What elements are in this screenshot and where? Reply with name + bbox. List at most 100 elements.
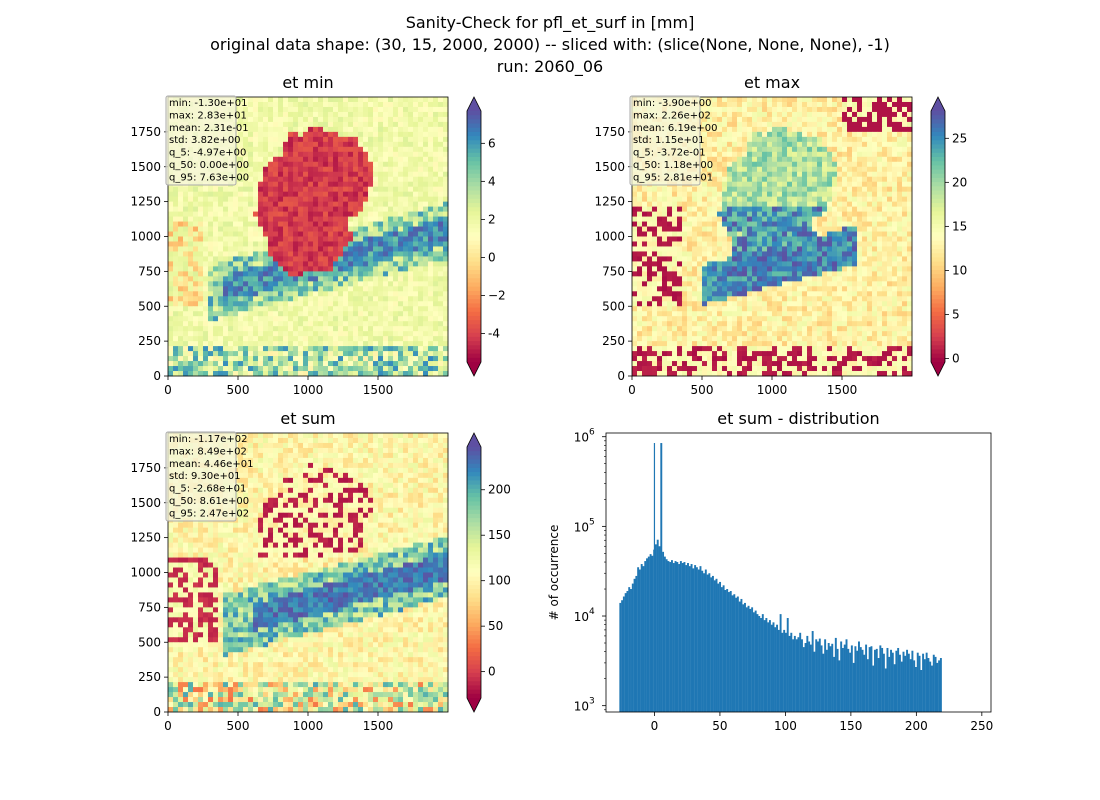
heatmap-cell bbox=[198, 186, 204, 193]
heatmap-cell bbox=[323, 326, 329, 332]
heatmap-cell bbox=[742, 156, 748, 163]
heatmap-cell bbox=[318, 326, 324, 332]
heatmap-cell bbox=[837, 226, 843, 232]
heatmap-cell bbox=[238, 281, 244, 287]
heatmap-cell bbox=[428, 186, 434, 193]
heatmap-cell bbox=[323, 161, 329, 168]
heatmap-cell bbox=[323, 266, 329, 272]
heatmap-cell bbox=[383, 301, 389, 307]
heatmap-cell bbox=[358, 341, 364, 347]
heatmap-cell bbox=[193, 206, 199, 212]
heatmap-cell bbox=[313, 206, 319, 212]
heatmap-cell bbox=[702, 166, 708, 173]
heatmap-cell bbox=[323, 311, 329, 317]
heatmap-cell bbox=[782, 181, 788, 188]
heatmap-cell bbox=[832, 176, 838, 183]
heatmap-cell bbox=[413, 241, 419, 247]
heatmap-cell bbox=[892, 226, 898, 232]
heatmap-cell bbox=[772, 181, 778, 188]
heatmap-cell bbox=[248, 371, 254, 377]
heatmap-cell bbox=[178, 191, 184, 198]
heatmap-cell bbox=[897, 201, 903, 208]
heatmap-cell bbox=[253, 236, 259, 242]
heatmap-cell bbox=[443, 121, 449, 128]
heatmap-cell bbox=[857, 236, 863, 242]
heatmap-cell bbox=[398, 281, 404, 287]
heatmap-cell bbox=[817, 171, 823, 178]
heatmap-cell bbox=[238, 161, 244, 168]
heatmap-cell bbox=[363, 196, 369, 203]
heatmap-cell bbox=[403, 301, 409, 307]
heatmap-cell bbox=[263, 296, 269, 302]
heatmap-cell bbox=[802, 97, 808, 103]
heatmap-cell bbox=[263, 351, 269, 357]
colorbar-segment bbox=[467, 265, 481, 271]
heatmap-cell bbox=[303, 101, 309, 108]
heatmap-cell bbox=[393, 256, 399, 262]
heatmap-cell bbox=[867, 171, 873, 178]
heatmap-cell bbox=[897, 186, 903, 193]
heatmap-cell bbox=[383, 101, 389, 108]
heatmap-cell bbox=[308, 161, 314, 168]
heatmap-cell bbox=[333, 291, 339, 297]
heatmap-cell bbox=[248, 156, 254, 163]
heatmap-cell bbox=[782, 226, 788, 232]
heatmap-cell bbox=[298, 331, 304, 337]
heatmap-cell bbox=[213, 191, 219, 198]
heatmap-cell bbox=[892, 181, 898, 188]
heatmap-cell bbox=[193, 321, 199, 327]
heatmap-cell bbox=[443, 97, 449, 103]
heatmap-cell bbox=[273, 206, 279, 212]
heatmap-cell bbox=[393, 266, 399, 272]
heatmap-cell bbox=[268, 106, 274, 113]
heatmap-cell bbox=[792, 236, 798, 242]
heatmap-cell bbox=[862, 206, 868, 212]
heatmap-cell bbox=[203, 286, 209, 292]
heatmap-cell bbox=[847, 136, 853, 143]
heatmap-cell bbox=[168, 311, 174, 317]
heatmap-cell bbox=[268, 356, 274, 362]
heatmap-cell bbox=[418, 161, 424, 168]
heatmap-cell bbox=[363, 336, 369, 342]
heatmap-cell bbox=[817, 196, 823, 203]
heatmap-cell bbox=[343, 131, 349, 138]
heatmap-cell bbox=[747, 171, 753, 178]
heatmap-cell bbox=[373, 101, 379, 108]
heatmap-cell bbox=[203, 291, 209, 297]
panel-title: et min bbox=[282, 73, 333, 92]
heatmap-cell bbox=[278, 306, 284, 312]
heatmap-cell bbox=[418, 286, 424, 292]
heatmap-cell bbox=[632, 226, 638, 232]
heatmap-cell bbox=[742, 171, 748, 178]
heatmap-cell bbox=[827, 106, 833, 113]
heatmap-cell bbox=[363, 356, 369, 362]
heatmap-cell bbox=[328, 241, 334, 247]
heatmap-cell bbox=[418, 126, 424, 133]
heatmap-cell bbox=[193, 346, 199, 352]
heatmap-cell bbox=[243, 226, 249, 232]
heatmap-cell bbox=[802, 246, 808, 252]
heatmap-cell bbox=[822, 126, 828, 133]
heatmap-cell bbox=[423, 336, 429, 342]
heatmap-cell bbox=[263, 336, 269, 342]
heatmap-cell bbox=[902, 176, 908, 183]
heatmap-cell bbox=[722, 236, 728, 242]
heatmap-cell bbox=[288, 186, 294, 193]
heatmap-cell bbox=[193, 216, 199, 222]
heatmap-cell bbox=[328, 286, 334, 292]
heatmap-cell bbox=[248, 136, 254, 143]
heatmap-cell bbox=[313, 331, 319, 337]
heatmap-cell bbox=[767, 186, 773, 193]
heatmap-cell bbox=[308, 131, 314, 138]
heatmap-cell bbox=[438, 321, 444, 327]
heatmap-cell bbox=[353, 361, 359, 367]
heatmap-cell bbox=[188, 256, 194, 262]
heatmap-cell bbox=[398, 371, 404, 377]
heatmap-cell bbox=[408, 97, 414, 103]
heatmap-cell bbox=[233, 186, 239, 193]
heatmap-cell bbox=[717, 211, 723, 217]
heatmap-cell bbox=[233, 281, 239, 287]
heatmap-cell bbox=[408, 296, 414, 302]
heatmap-cell bbox=[403, 116, 409, 123]
